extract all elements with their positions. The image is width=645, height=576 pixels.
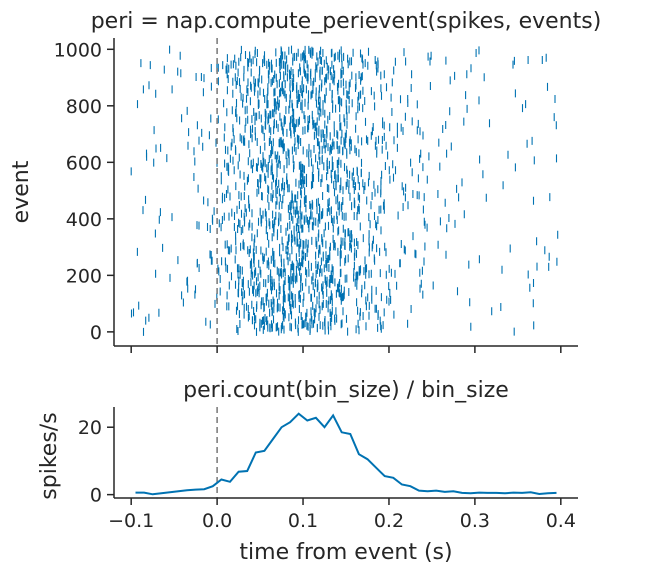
rate-series-line xyxy=(135,412,557,496)
raster-y-tick-label: 200 xyxy=(66,265,102,287)
rate-x-tick-label: 0.4 xyxy=(546,510,576,532)
raster-y-tick-label: 600 xyxy=(66,152,102,174)
raster-y-tick-label: 400 xyxy=(66,209,102,231)
raster-y-axis-label: event xyxy=(9,160,34,223)
raster-panel: peri = nap.compute_perievent(spikes, eve… xyxy=(9,9,601,353)
rate-x-axis-label: time from event (s) xyxy=(239,540,452,565)
raster-title: peri = nap.compute_perievent(spikes, eve… xyxy=(91,9,602,34)
raster-y-tick-label: 0 xyxy=(90,322,102,344)
rate-x-tick-label: 0.2 xyxy=(374,510,404,532)
raster-spikes xyxy=(130,45,559,336)
rate-axes: 0 20 −0.1 0.0 0.1 0.2 0.3 0.4 xyxy=(78,407,578,532)
raster-spike-marks xyxy=(130,45,559,336)
raster-y-tick-label: 1000 xyxy=(54,39,102,61)
rate-x-tick-label: 0.0 xyxy=(202,510,232,532)
rate-y-tick-label: 20 xyxy=(78,417,102,439)
rate-panel: peri.count(bin_size) / bin_size spikes/s… xyxy=(37,378,578,565)
raster-y-tick-label: 800 xyxy=(66,96,102,118)
rate-x-tick-label: −0.1 xyxy=(108,510,154,532)
rate-y-axis-label: spikes/s xyxy=(37,412,62,499)
rate-x-tick-label: 0.3 xyxy=(460,510,490,532)
rate-title: peri.count(bin_size) / bin_size xyxy=(183,378,509,403)
rate-y-tick-label: 0 xyxy=(90,485,102,507)
rate-x-tick-label: 0.1 xyxy=(288,510,318,532)
raster-axes: 0 200 400 600 800 1000 xyxy=(54,38,578,353)
